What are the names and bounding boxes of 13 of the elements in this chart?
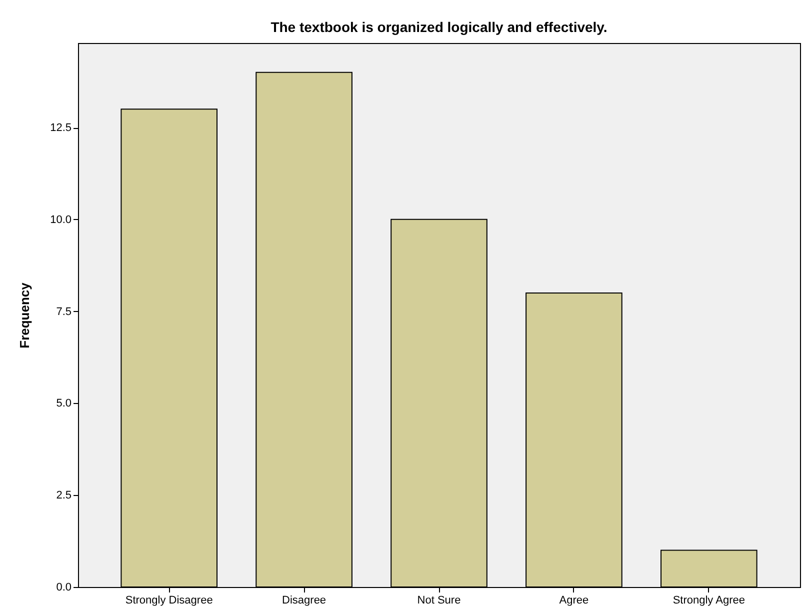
x-tick-label: Not Sure — [417, 594, 461, 606]
chart-title: The textbook is organized logically and effectively. — [270, 19, 608, 35]
y-tick-label: 10.0 — [50, 214, 72, 226]
y-tick-label: 12.5 — [50, 122, 72, 134]
x-tick-label: Strongly Agree — [672, 594, 745, 606]
x-tick-label: Strongly Disagree — [125, 594, 213, 606]
y-tick-label: 7.5 — [56, 306, 72, 318]
y-axis-title: Frequency — [17, 282, 32, 348]
x-tick-label: Disagree — [282, 594, 326, 606]
y-tick-label: 0.0 — [56, 582, 72, 594]
y-tick-label: 2.5 — [56, 490, 72, 502]
y-tick-label: 5.0 — [56, 398, 72, 410]
x-tick-label: Agree — [559, 594, 589, 606]
